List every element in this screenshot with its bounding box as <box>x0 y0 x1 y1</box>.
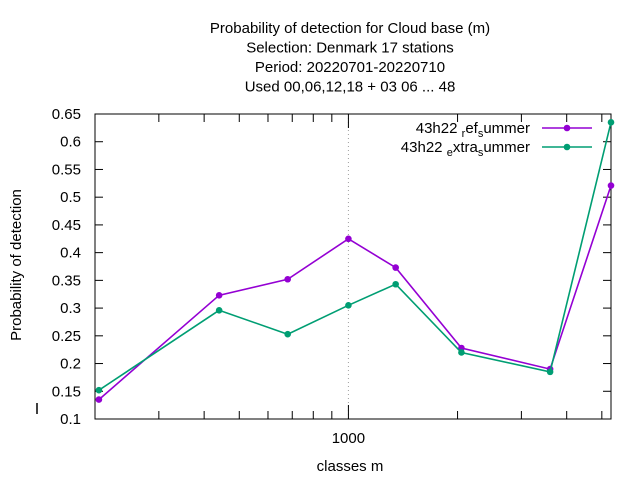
data-point <box>284 330 291 338</box>
data-point <box>607 182 615 189</box>
data-point <box>458 349 465 356</box>
y-axis-label: Probability of detection <box>8 189 25 341</box>
x-tick-label: 1000 <box>332 430 365 447</box>
data-point <box>607 119 615 126</box>
data-point <box>345 235 352 243</box>
y-tick-label: 0.1 <box>60 411 81 428</box>
data-point <box>95 386 103 394</box>
data-point <box>392 280 399 288</box>
y-tick-label: 0.2 <box>60 356 81 373</box>
y-tick-label: 0.55 <box>52 161 81 178</box>
plot-border <box>94 113 612 420</box>
y-tick-label: 0.45 <box>52 217 81 234</box>
title-line: Probability of detection for Cloud base … <box>210 20 490 37</box>
data-point <box>95 396 103 403</box>
legend-label: 43h22 extrasummer <box>401 139 530 159</box>
data-point <box>215 307 223 314</box>
y-tick-label: 0.15 <box>52 383 81 400</box>
x-axis-label: classes m <box>317 458 384 475</box>
data-point <box>215 292 223 299</box>
y-tick-label: 0.25 <box>52 328 81 345</box>
y-tick-label: 0.35 <box>52 272 81 289</box>
title-line: Period: 20220701-20220710 <box>255 59 445 76</box>
y-tick-label: 0.6 <box>60 134 81 151</box>
chart-title: Probability of detection for Cloud base … <box>210 20 490 96</box>
series-line <box>98 122 612 391</box>
legend-marker <box>563 124 571 132</box>
axes: 0.1 0.15 0.2 0.25 0.3 0.35 0.4 0.45 0.5 0.55 0.6 0.… <box>36 106 612 447</box>
data-point <box>392 264 399 271</box>
legend-label: 43h22 refsummer <box>416 120 530 140</box>
y-tick-label: 0.65 <box>52 106 81 123</box>
title-line: Used 00,06,12,18 + 03 06 ... 48 <box>245 79 456 96</box>
data-point <box>284 275 291 283</box>
data-point <box>345 302 352 309</box>
series-line <box>98 185 612 401</box>
legend-marker <box>563 143 571 151</box>
title-line: Selection: Denmark 17 stations <box>246 40 454 57</box>
y-tick-label: 0.4 <box>60 245 81 262</box>
series-layer <box>95 119 615 403</box>
y-tick-label: 0.3 <box>60 300 81 317</box>
y-tick-label: 0.5 <box>60 189 81 206</box>
data-point <box>546 368 554 376</box>
